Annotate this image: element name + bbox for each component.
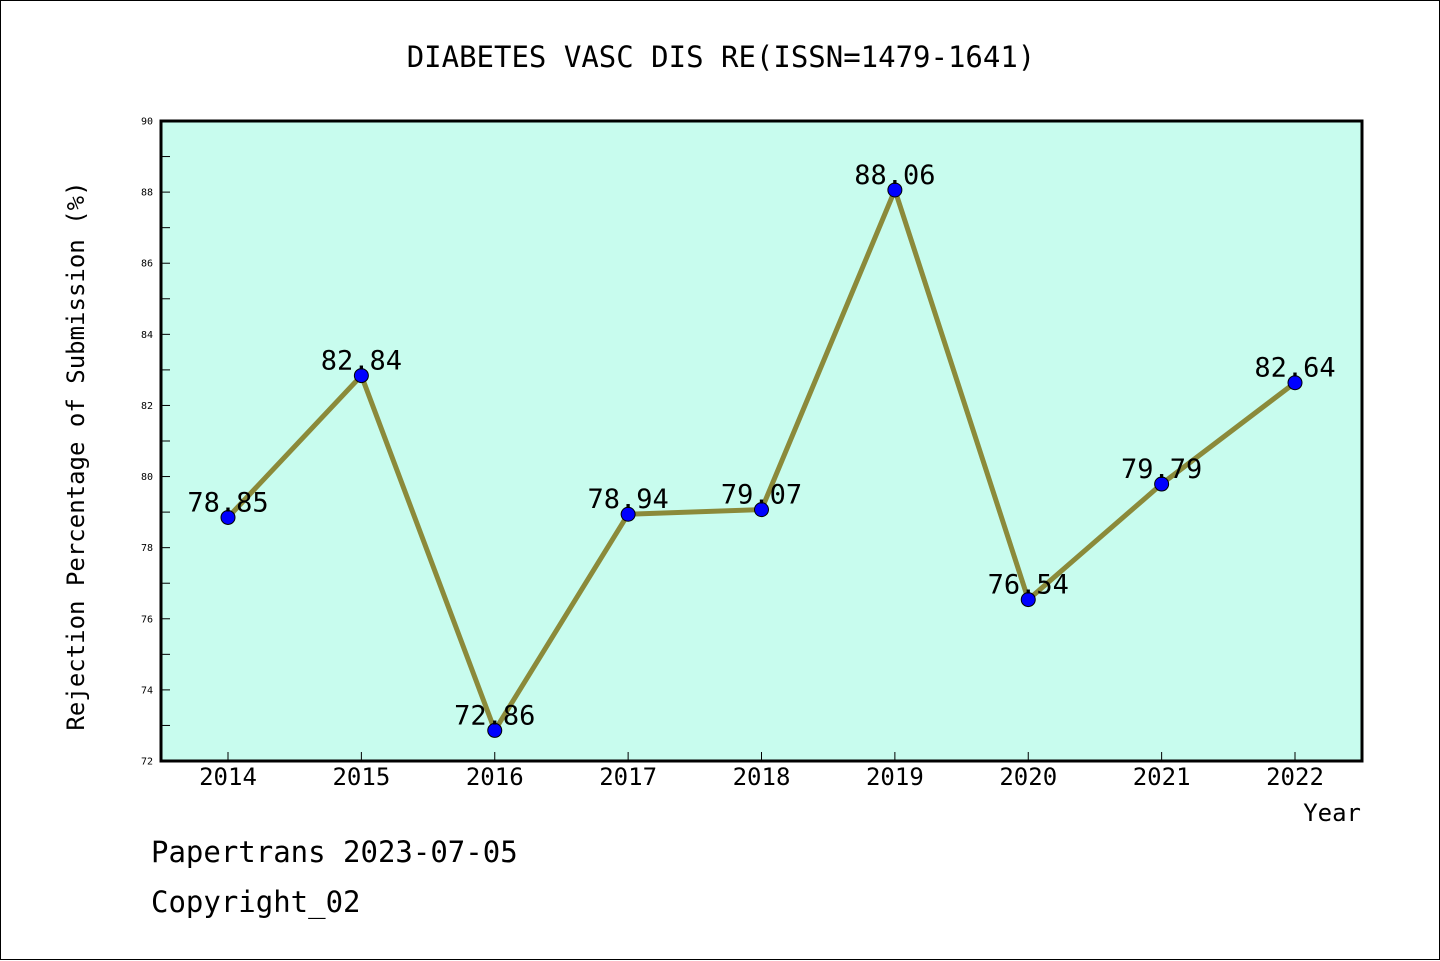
data-point <box>887 182 903 198</box>
data-label: 79.79 <box>1121 454 1202 485</box>
data-label: 72.86 <box>454 700 535 731</box>
x-tick-label: 2017 <box>599 763 657 791</box>
y-tick-label: 72 <box>141 757 153 768</box>
y-tick-label: 86 <box>141 259 153 270</box>
data-markers <box>220 182 1303 738</box>
x-tick-label: 2022 <box>1266 763 1324 791</box>
data-point <box>353 368 369 384</box>
x-tick-label: 2021 <box>1133 763 1191 791</box>
data-labels: 78.85 82.84 72.86 78.94 79.07 88.06 76.54 79.79… <box>187 160 1335 731</box>
x-tick-label: 2014 <box>199 763 257 791</box>
x-tick-label: 2018 <box>733 763 791 791</box>
y-tick-label: 76 <box>141 614 153 625</box>
y-tick-label: 82 <box>141 401 153 412</box>
y-tick-label: 74 <box>141 685 153 696</box>
footer-date: Papertrans 2023-07-05 <box>151 835 518 869</box>
data-point <box>220 509 236 525</box>
data-point <box>1020 592 1036 608</box>
x-axis-label: Year <box>1303 799 1361 827</box>
x-tick-label: 2019 <box>866 763 924 791</box>
x-tick-label: 2016 <box>466 763 524 791</box>
y-tick-label: 90 <box>141 117 153 128</box>
chart-title: DIABETES VASC DIS RE(ISSN=1479-1641) <box>407 40 1036 74</box>
data-point <box>487 722 503 738</box>
data-label: 79.07 <box>721 480 802 511</box>
data-point <box>1287 375 1303 391</box>
footer-copyright: Copyright_02 <box>151 885 361 919</box>
data-label: 78.94 <box>587 484 668 515</box>
y-tick-label: 84 <box>141 330 153 341</box>
x-axis-ticks: 2014 2015 2016 2017 2018 2019 2020 2021 2022 <box>199 752 1324 791</box>
data-point <box>1154 476 1170 492</box>
plot-border <box>159 119 1364 763</box>
x-tick-label: 2015 <box>332 763 390 791</box>
data-label: 88.06 <box>854 160 935 191</box>
data-label: 78.85 <box>187 487 268 518</box>
data-point <box>754 502 769 518</box>
y-tick-label: 88 <box>141 188 153 199</box>
data-label: 82.64 <box>1254 353 1335 384</box>
y-tick-label: 80 <box>141 472 153 483</box>
y-axis-label: Rejection Percentage of Submission (%) <box>62 181 90 730</box>
y-tick-label: 78 <box>141 543 153 554</box>
data-label: 82.84 <box>321 346 402 377</box>
data-point <box>620 506 636 522</box>
x-tick-label: 2020 <box>999 763 1057 791</box>
data-label: 76.54 <box>988 570 1069 601</box>
plot-area <box>161 121 1362 761</box>
